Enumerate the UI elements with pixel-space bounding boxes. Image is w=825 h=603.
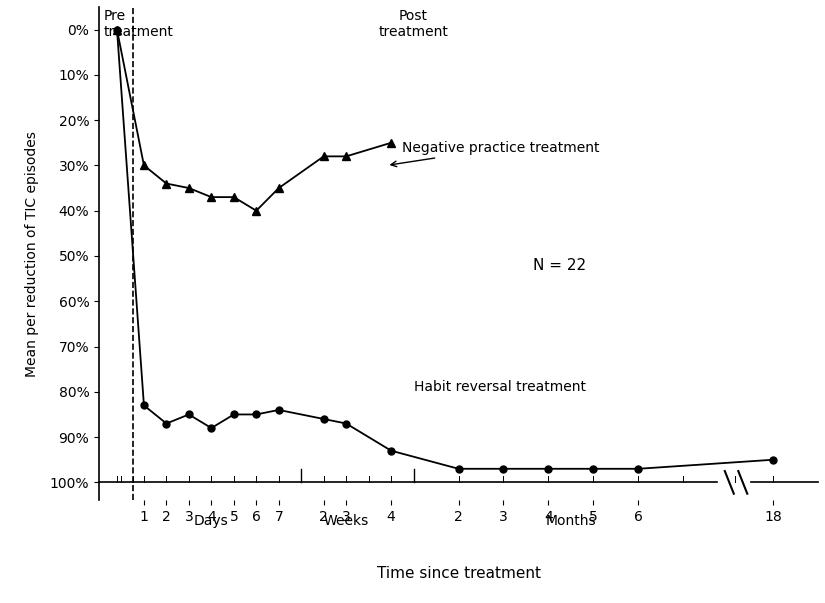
X-axis label: Time since treatment: Time since treatment bbox=[376, 566, 540, 581]
Text: Pre
treatment: Pre treatment bbox=[103, 9, 173, 39]
Text: Months: Months bbox=[545, 514, 596, 528]
Text: Weeks: Weeks bbox=[323, 514, 369, 528]
Text: Post
treatment: Post treatment bbox=[379, 9, 449, 39]
Text: Habit reversal treatment: Habit reversal treatment bbox=[413, 380, 586, 394]
Text: N = 22: N = 22 bbox=[533, 257, 587, 273]
Text: Days: Days bbox=[194, 514, 229, 528]
Y-axis label: Mean per reduction of TIC episodes: Mean per reduction of TIC episodes bbox=[25, 131, 39, 377]
Text: Negative practice treatment: Negative practice treatment bbox=[391, 141, 600, 166]
